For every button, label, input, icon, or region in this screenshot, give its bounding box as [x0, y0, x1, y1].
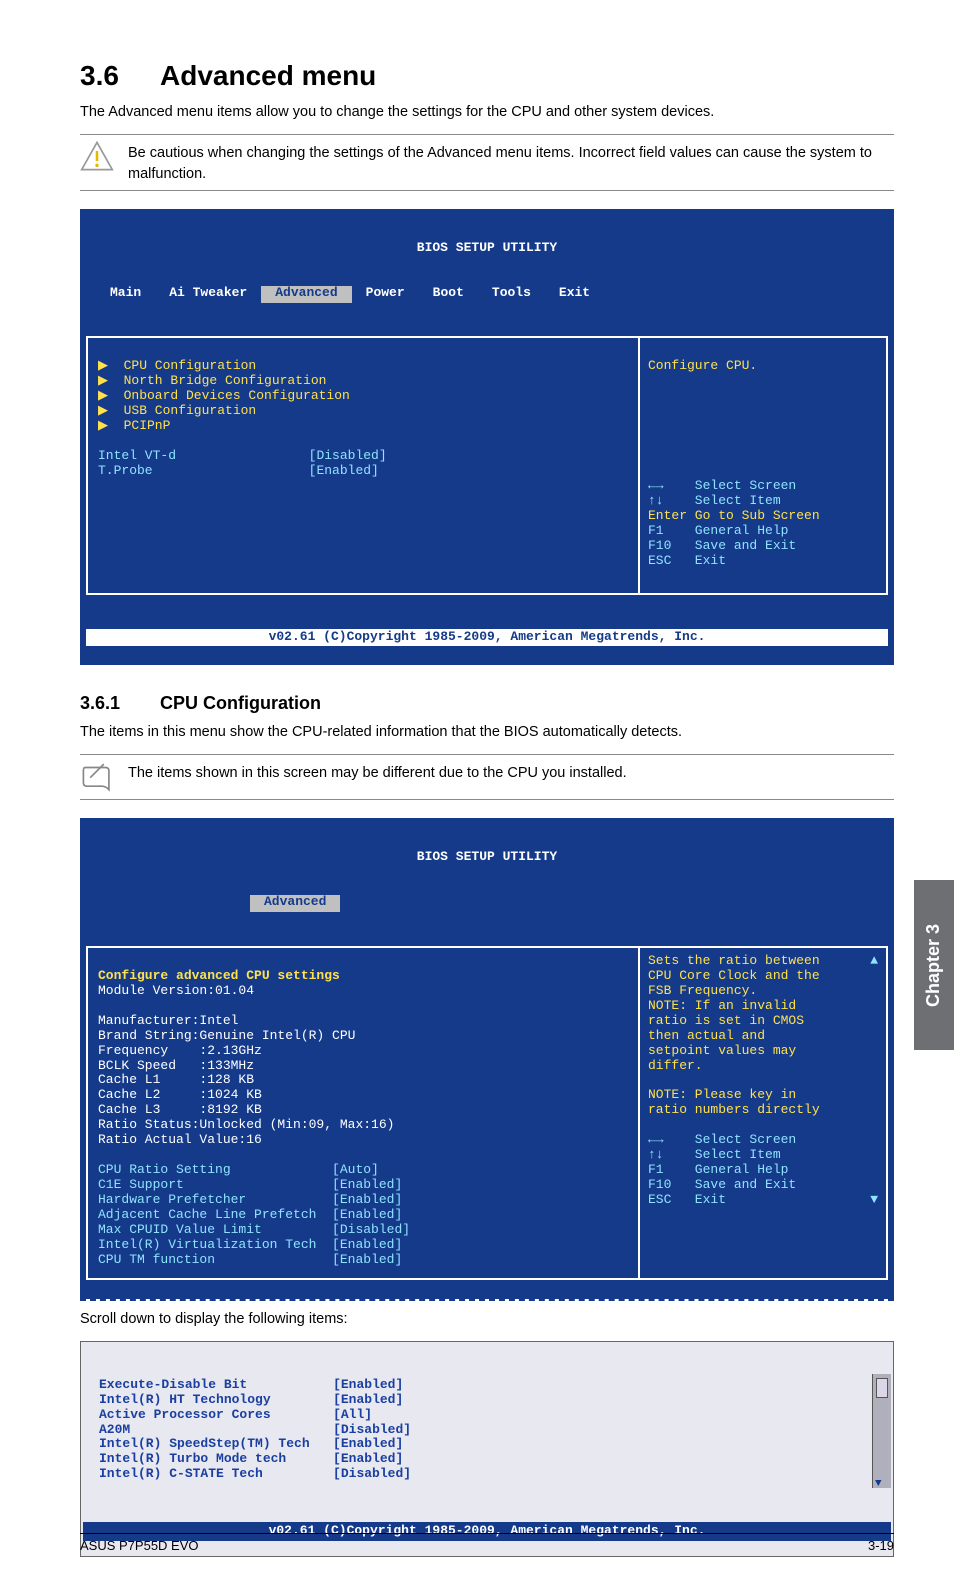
help-line: NOTE: If an invalid [648, 998, 796, 1013]
page-title: 3.6Advanced menu [80, 60, 894, 92]
setting-label[interactable]: Intel VT-d [Disabled] [98, 448, 387, 463]
intro-paragraph: The Advanced menu items allow you to cha… [80, 102, 894, 122]
setting-row[interactable]: Max CPUID Value Limit [Disabled] [98, 1222, 410, 1237]
note-icon [80, 759, 114, 793]
info-line: Module Version:01.04 [98, 983, 254, 998]
setting-row[interactable]: Intel(R) Virtualization Tech [Enabled] [98, 1237, 402, 1252]
bios-left-panel: ▶ CPU Configuration ▶ North Bridge Confi… [88, 338, 640, 593]
chapter-tab: Chapter 3 [914, 880, 954, 1050]
help-line: then actual and [648, 1028, 765, 1043]
help-line: ratio is set in CMOS [648, 1013, 804, 1028]
warning-note: Be cautious when changing the settings o… [80, 134, 894, 191]
tab-ai-tweaker[interactable]: Ai Tweaker [155, 286, 261, 303]
tab-boot[interactable]: Boot [419, 286, 478, 303]
info-line: Cache L3 :8192 KB [98, 1102, 262, 1117]
bios-title: BIOS SETUP UTILITY [80, 239, 894, 256]
page-footer: ASUS P7P55D EVO 3-19 [80, 1533, 894, 1553]
setting-row[interactable]: Adjacent Cache Line Prefetch [Enabled] [98, 1207, 402, 1222]
setting-row[interactable]: Hardware Prefetcher [Enabled] [98, 1192, 402, 1207]
subsection-title: 3.6.1CPU Configuration [80, 693, 894, 714]
tab-tools[interactable]: Tools [478, 286, 545, 303]
setting-row[interactable]: A20M [Disabled] [99, 1422, 411, 1437]
bios-help-panel: Configure CPU. ←→ Select Screen ↑↓ Selec… [640, 338, 886, 593]
warning-text: Be cautious when changing the settings o… [128, 139, 894, 184]
panel-header: Configure advanced CPU settings [98, 968, 340, 983]
info-line: Frequency :2.13GHz [98, 1043, 262, 1058]
help-line: CPU Core Clock and the [648, 968, 820, 983]
nav-hint: ↑↓ Select Item [648, 493, 781, 508]
info-line: Manufacturer:Intel [98, 1013, 238, 1028]
torn-edge [80, 1299, 894, 1301]
menu-item[interactable]: ▶ Onboard Devices Configuration [98, 388, 350, 403]
nav-hint: Enter Go to Sub Screen [648, 508, 820, 523]
nav-hint: ←→ Select Screen [648, 1132, 796, 1147]
setting-row[interactable]: Intel(R) SpeedStep(TM) Tech [Enabled] [99, 1436, 403, 1451]
help-line: setpoint values may [648, 1043, 796, 1058]
help-line: FSB Frequency. [648, 983, 757, 998]
note-text: The items shown in this screen may be di… [128, 759, 894, 783]
bios-screen-advanced: BIOS SETUP UTILITY Main Ai Tweaker Advan… [80, 209, 894, 665]
help-line: NOTE: Please key in [648, 1087, 796, 1102]
menu-item[interactable]: ▶ CPU Configuration [98, 358, 256, 373]
tab-advanced[interactable]: Advanced [250, 895, 340, 912]
footer-product: ASUS P7P55D EVO [80, 1538, 199, 1553]
bios-left-panel: Configure advanced CPU settings Module V… [88, 948, 640, 1278]
section-number: 3.6 [80, 60, 160, 92]
section-title: Advanced menu [160, 60, 376, 91]
info-note: The items shown in this screen may be di… [80, 754, 894, 800]
setting-row[interactable]: Execute-Disable Bit [Enabled] [99, 1377, 403, 1392]
nav-hint: ↑↓ Select Item [648, 1147, 781, 1162]
nav-hint: F10 Save and Exit [648, 538, 796, 553]
footer-page-number: 3-19 [868, 1538, 894, 1553]
warning-icon [80, 139, 114, 173]
bios-screen-cpu-config: BIOS SETUP UTILITY Advanced Configure ad… [80, 818, 894, 1298]
info-line: BCLK Speed :133MHz [98, 1058, 254, 1073]
tab-power[interactable]: Power [352, 286, 419, 303]
tab-exit[interactable]: Exit [545, 286, 604, 303]
scroll-content: Execute-Disable Bit [Enabled] Intel(R) H… [83, 1374, 872, 1489]
setting-row[interactable]: C1E Support [Enabled] [98, 1177, 402, 1192]
info-line: Ratio Status:Unlocked (Min:09, Max:16) [98, 1117, 394, 1132]
setting-row[interactable]: CPU TM function [Enabled] [98, 1252, 402, 1267]
nav-hint: F1 General Help [648, 523, 788, 538]
scroll-up-icon[interactable]: ▲ [870, 954, 878, 969]
help-line: differ. [648, 1058, 703, 1073]
bios-copyright: v02.61 (C)Copyright 1985-2009, American … [86, 629, 888, 646]
bios-tab-bar: Advanced [80, 895, 894, 916]
subsection-heading: CPU Configuration [160, 693, 321, 713]
help-text: Configure CPU. [648, 358, 757, 373]
scroll-down-icon[interactable]: ▼ [870, 1193, 878, 1208]
nav-hint: F10 Save and Exit [648, 1177, 796, 1192]
setting-row[interactable]: CPU Ratio Setting [Auto] [98, 1162, 379, 1177]
menu-item[interactable]: ▶ USB Configuration [98, 403, 256, 418]
setting-row[interactable]: Active Processor Cores [All] [99, 1407, 372, 1422]
bios-title: BIOS SETUP UTILITY [80, 848, 894, 865]
tab-advanced[interactable]: Advanced [261, 286, 351, 303]
help-line: Sets the ratio between [648, 953, 820, 968]
info-line: Cache L2 :1024 KB [98, 1087, 262, 1102]
setting-row[interactable]: Intel(R) HT Technology [Enabled] [99, 1392, 403, 1407]
help-line: ratio numbers directly [648, 1102, 820, 1117]
subsection-number: 3.6.1 [80, 693, 160, 714]
chapter-label: Chapter 3 [924, 923, 945, 1006]
setting-row[interactable]: Intel(R) Turbo Mode tech [Enabled] [99, 1451, 403, 1466]
setting-row[interactable]: Intel(R) C-STATE Tech [Disabled] [99, 1466, 411, 1481]
scrollbar[interactable] [872, 1374, 891, 1489]
tab-main[interactable]: Main [96, 286, 155, 303]
info-line: Ratio Actual Value:16 [98, 1132, 262, 1147]
info-line: Brand String:Genuine Intel(R) CPU [98, 1028, 355, 1043]
menu-item[interactable]: ▶ North Bridge Configuration [98, 373, 326, 388]
setting-label[interactable]: T.Probe [Enabled] [98, 463, 379, 478]
bios-help-panel: ▲ Sets the ratio between CPU Core Clock a… [640, 948, 886, 1278]
nav-hint: ←→ Select Screen [648, 478, 796, 493]
menu-item[interactable]: ▶ PCIPnP [98, 418, 170, 433]
nav-hint: ESC Exit [648, 1192, 726, 1207]
info-line: Cache L1 :128 KB [98, 1072, 254, 1087]
nav-hint: F1 General Help [648, 1162, 788, 1177]
subsection-intro: The items in this menu show the CPU-rela… [80, 722, 894, 742]
bios-tab-bar: Main Ai Tweaker Advanced Power Boot Tool… [80, 286, 894, 307]
nav-hint: ESC Exit [648, 553, 726, 568]
bios-scroll-continuation: Execute-Disable Bit [Enabled] Intel(R) H… [80, 1341, 894, 1557]
scroll-caption: Scroll down to display the following ite… [80, 1309, 894, 1329]
